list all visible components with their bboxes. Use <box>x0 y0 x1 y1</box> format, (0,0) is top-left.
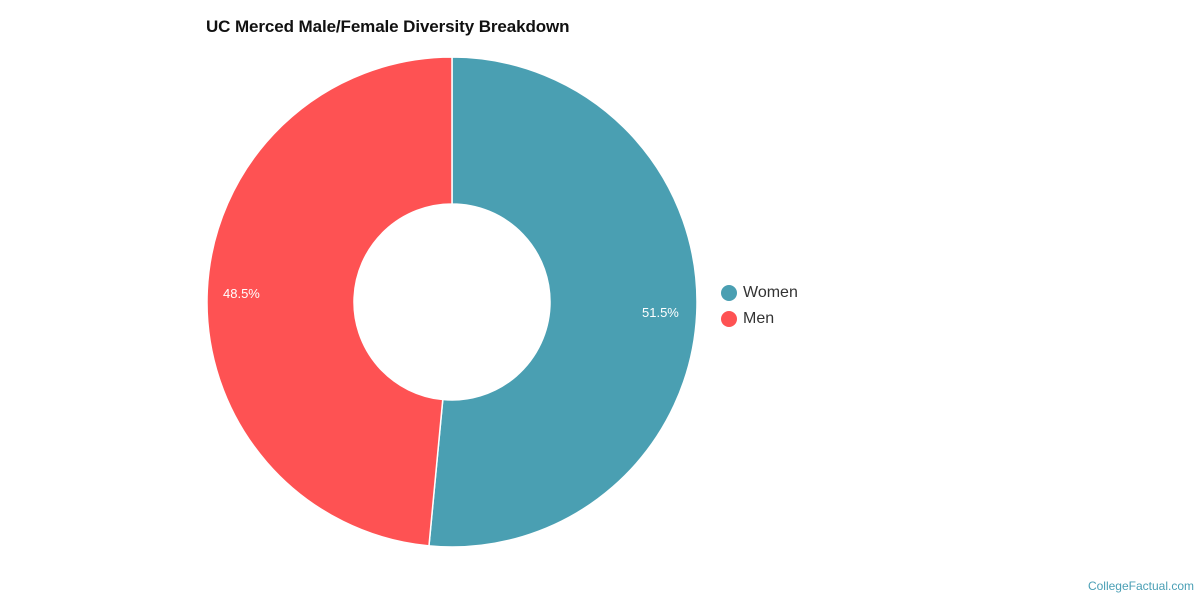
slice-label-men: 48.5% <box>223 286 260 301</box>
legend-item-men[interactable]: Men <box>721 306 798 332</box>
chart-title: UC Merced Male/Female Diversity Breakdow… <box>206 17 570 36</box>
legend-label: Men <box>743 310 775 327</box>
slice-men[interactable] <box>206 56 453 547</box>
legend: Women Men <box>721 280 798 332</box>
legend-dot-icon <box>721 285 737 301</box>
donut-slices <box>206 56 698 548</box>
legend-dot-icon <box>721 311 737 327</box>
slice-label-women: 51.5% <box>642 305 679 320</box>
legend-label: Women <box>743 284 798 301</box>
legend-item-women[interactable]: Women <box>721 280 798 306</box>
slice-women[interactable] <box>428 56 698 548</box>
credit-link[interactable]: CollegeFactual.com <box>1087 579 1194 593</box>
